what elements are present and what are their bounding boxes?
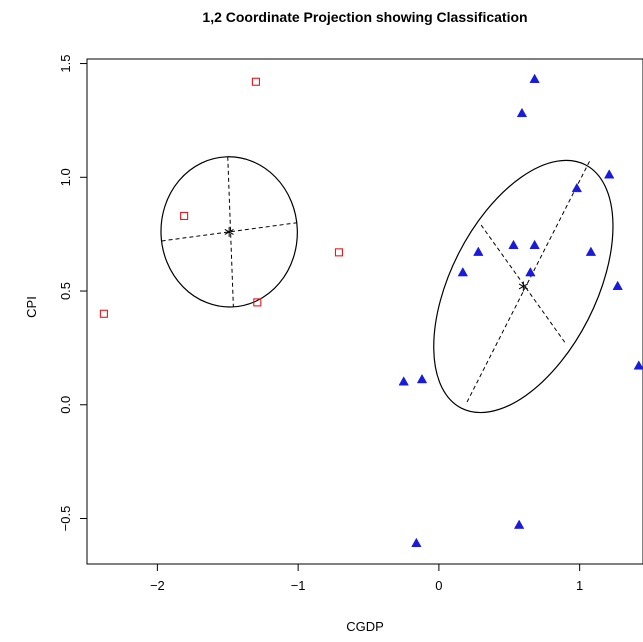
cluster-ellipses bbox=[160, 156, 614, 414]
triangle-point bbox=[571, 182, 583, 193]
chart-title: 1,2 Coordinate Projection showing Classi… bbox=[202, 9, 527, 25]
center-stroke bbox=[224, 228, 234, 235]
cluster-ellipse bbox=[433, 159, 614, 414]
y-tick-label: 0.0 bbox=[58, 396, 73, 414]
square-point bbox=[180, 211, 189, 221]
triangle-point bbox=[585, 246, 597, 256]
triangle-point bbox=[529, 73, 540, 83]
y-tick-label: 1.0 bbox=[58, 168, 73, 186]
triangle-point bbox=[398, 376, 409, 386]
y-tick-label: 1.5 bbox=[58, 55, 73, 73]
triangle-point bbox=[508, 239, 519, 250]
triangle-point bbox=[473, 246, 484, 256]
y-axis-label: CPI bbox=[24, 296, 39, 318]
x-tick-label: 0 bbox=[435, 578, 442, 593]
square-point bbox=[99, 309, 108, 318]
triangle-point bbox=[604, 169, 615, 179]
triangle-point bbox=[411, 537, 422, 548]
square-point bbox=[251, 77, 260, 86]
y-axis: −0.5 0.0 0.5 1.0 1.5 bbox=[58, 55, 87, 532]
triangle-point bbox=[416, 373, 428, 384]
triangle-point bbox=[529, 239, 540, 250]
cluster-center-marker bbox=[224, 226, 234, 237]
cluster-ellipse bbox=[160, 156, 298, 308]
y-tick-label: 0.5 bbox=[58, 282, 73, 300]
center-stroke bbox=[518, 283, 528, 290]
data-points bbox=[99, 73, 643, 548]
ellipse-minor-axis bbox=[161, 222, 297, 242]
triangle-point bbox=[513, 519, 525, 529]
triangle-point bbox=[633, 360, 643, 370]
triangle-point bbox=[612, 280, 623, 290]
triangle-point bbox=[525, 267, 536, 277]
plot-frame bbox=[86, 58, 643, 565]
cluster-center-marker bbox=[518, 281, 528, 292]
x-tick-label: 1 bbox=[576, 578, 583, 593]
square-point bbox=[253, 298, 262, 307]
x-axis: −2 −1 0 1 bbox=[150, 564, 583, 593]
ellipse-major-axis bbox=[465, 161, 590, 405]
triangle-point bbox=[457, 267, 469, 277]
square-point bbox=[334, 248, 344, 257]
y-tick-label: −0.5 bbox=[58, 506, 73, 532]
x-tick-label: −1 bbox=[291, 578, 306, 593]
x-tick-label: −2 bbox=[150, 578, 165, 593]
triangle-point bbox=[516, 107, 528, 118]
x-axis-label: CGDP bbox=[346, 619, 384, 634]
